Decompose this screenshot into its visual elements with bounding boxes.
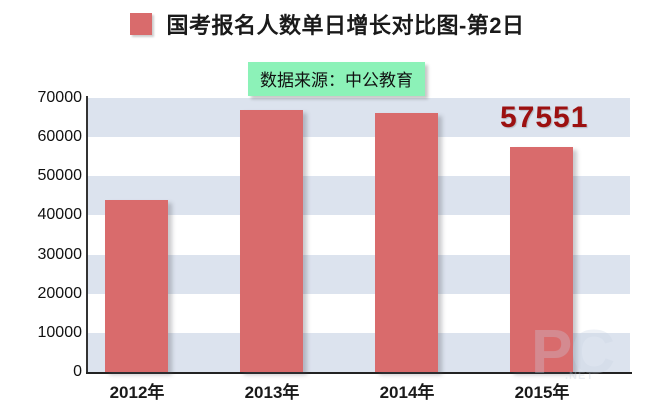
y-tick-label: 20000 (37, 284, 83, 302)
bar-2013[interactable] (240, 109, 303, 372)
x-tick-label-2013: 2013年 (244, 383, 300, 402)
y-axis-ticks: 70000 60000 50000 40000 30000 20000 1000… (0, 89, 83, 380)
y-tick-label: 0 (73, 363, 82, 380)
x-tick-label-2014: 2014年 (379, 383, 435, 402)
bar-2015[interactable] (510, 146, 573, 372)
page-title: 国考报名人数单日增长对比图-第2日 (166, 13, 525, 38)
x-axis-line (86, 372, 632, 374)
y-tick-label: 60000 (37, 128, 83, 146)
chart-header: 国考报名人数单日增长对比图-第2日 (0, 8, 655, 40)
bar-2012[interactable] (105, 200, 168, 372)
band-stripe (88, 98, 630, 138)
bar-2014[interactable] (375, 112, 438, 372)
y-tick-label: 10000 (37, 323, 83, 341)
y-tick-label: 50000 (37, 167, 83, 185)
data-source-annotation: 数据来源：中公教育 (248, 62, 425, 96)
bars-layer (88, 98, 630, 372)
y-tick-label: 70000 (37, 89, 83, 106)
y-tick-label: 40000 (37, 206, 83, 224)
x-axis-ticks: 2012年 2013年 2014年 2015年 (88, 378, 630, 406)
x-tick-label-2012: 2012年 (109, 383, 165, 402)
y-axis-line (86, 96, 88, 374)
y-tick-label: 30000 (37, 245, 83, 263)
x-tick-label-2015: 2015年 (514, 383, 570, 402)
legend-swatch-icon (130, 13, 153, 35)
bar-value-label-2015: 57551 (500, 101, 589, 134)
